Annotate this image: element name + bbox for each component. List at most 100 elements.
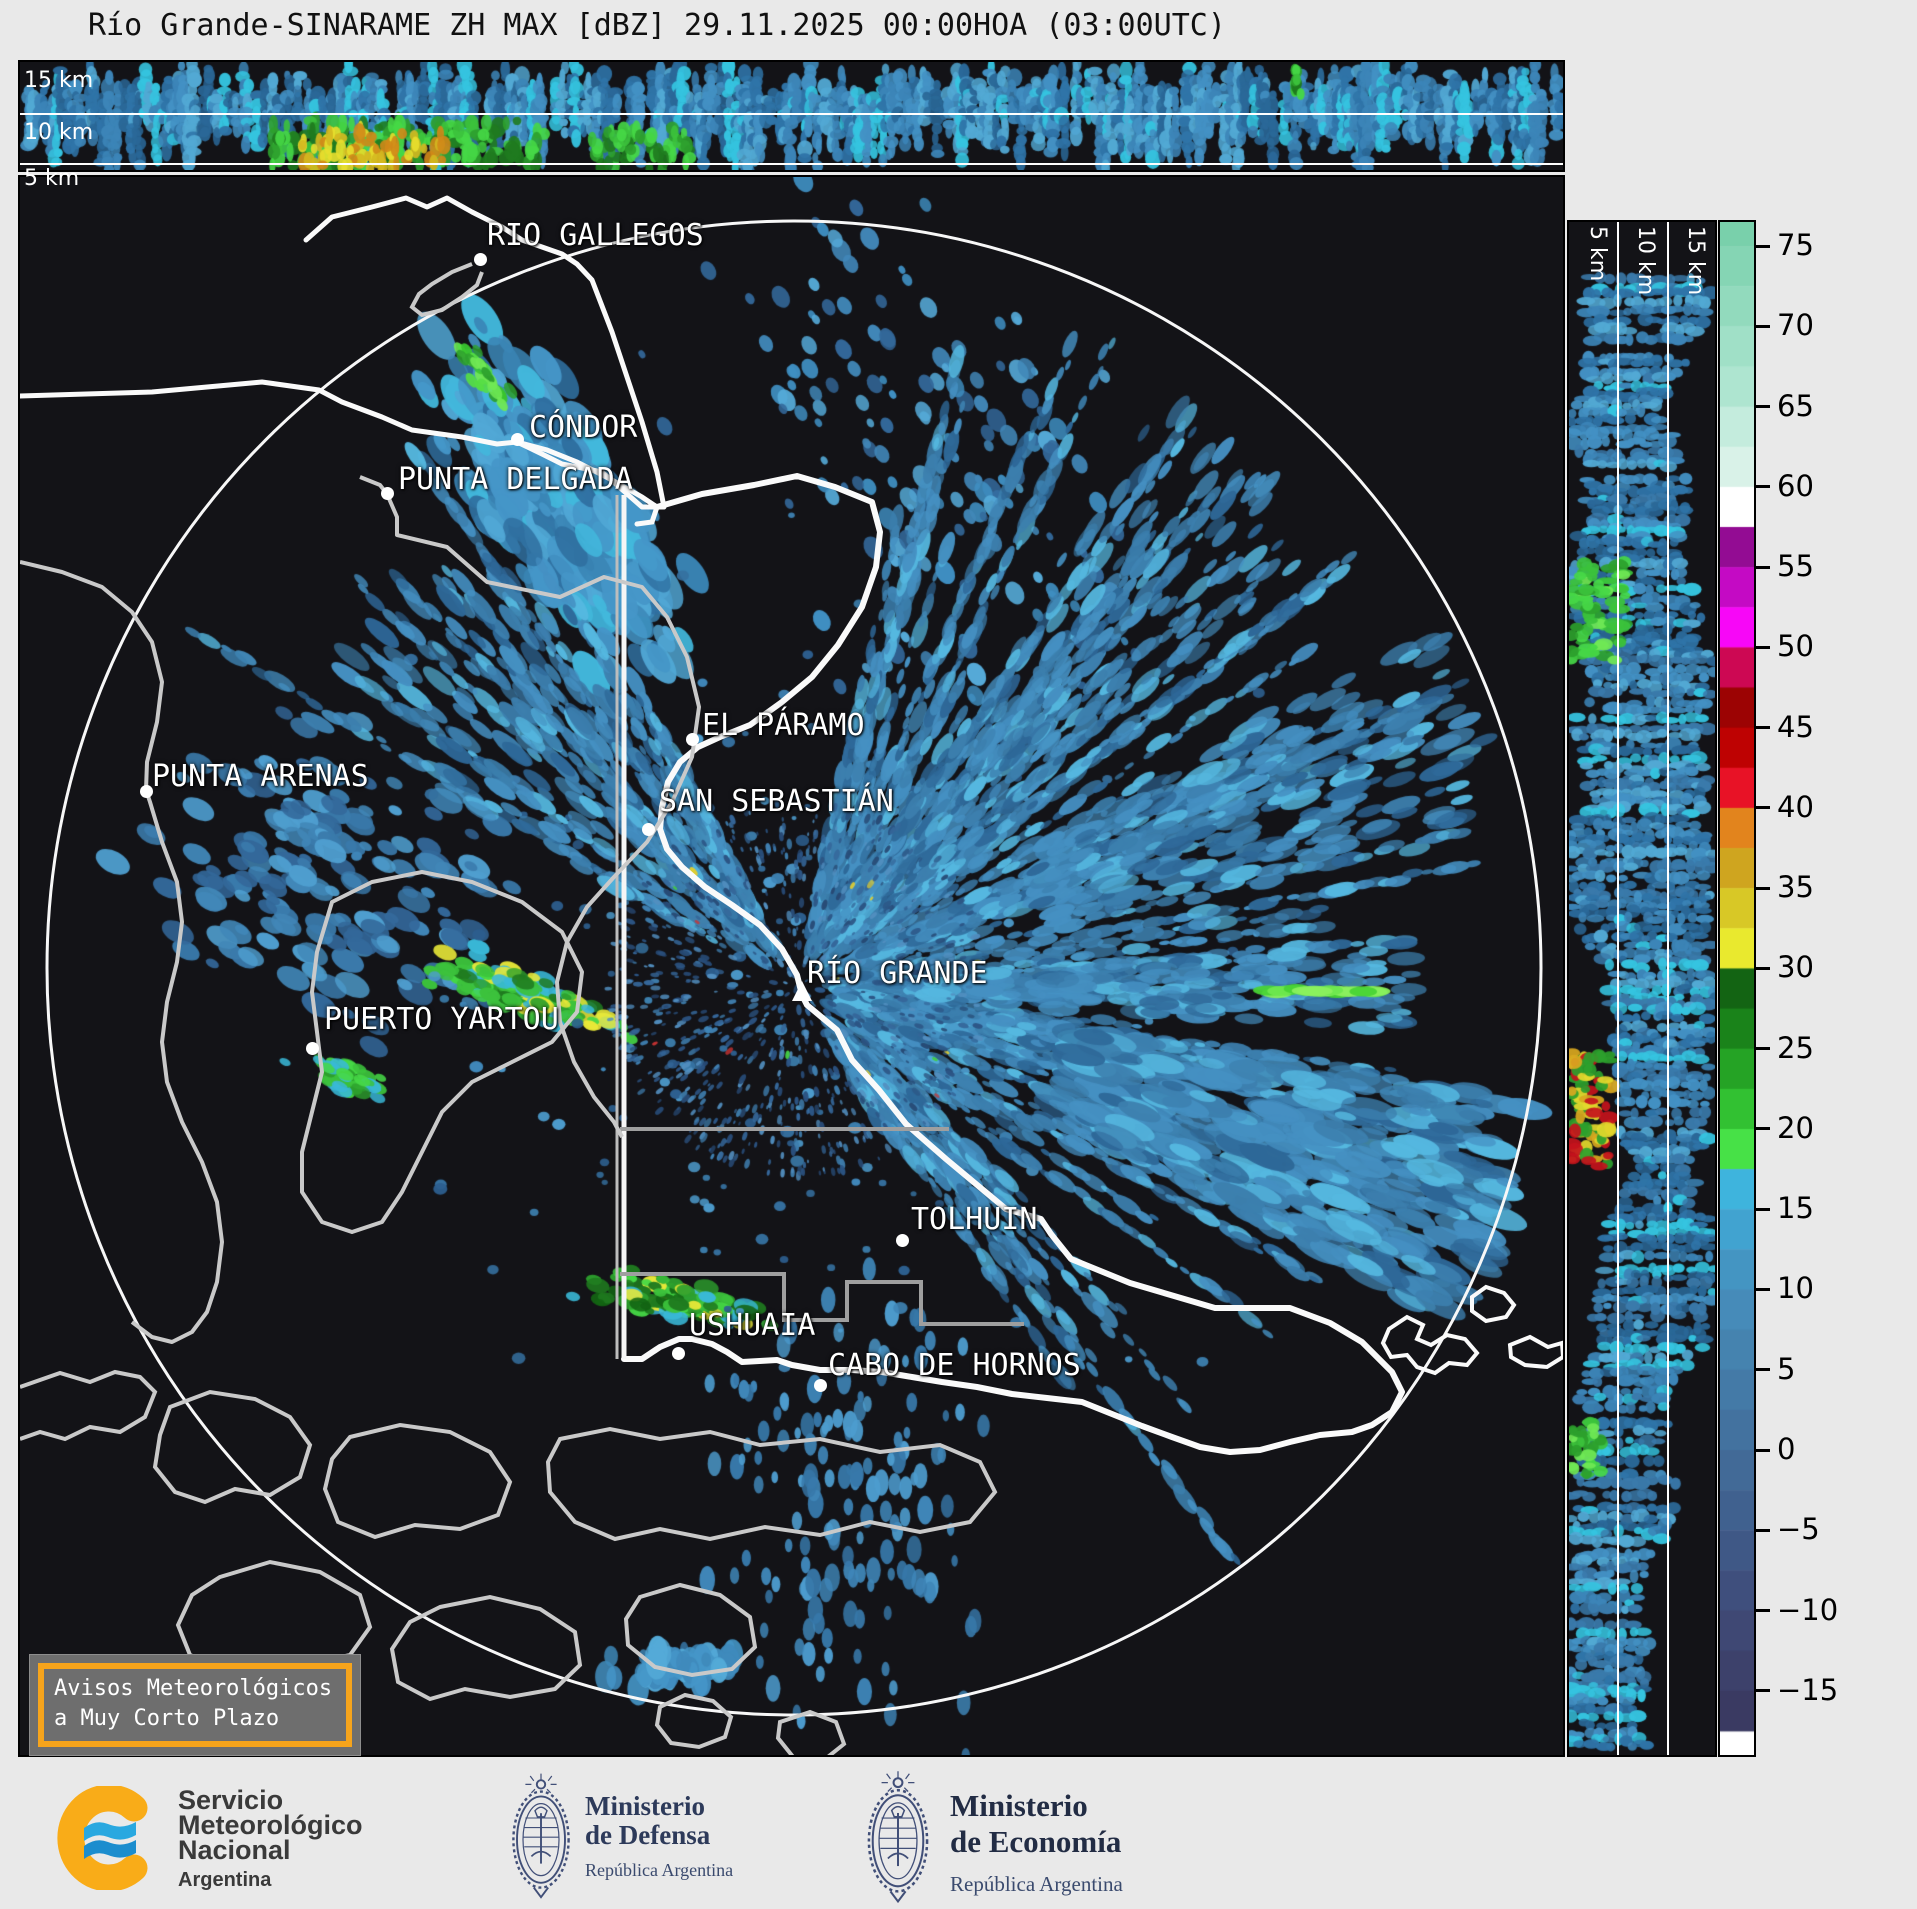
colorbar-tick-label: 70 [1777, 308, 1814, 343]
city-dot [672, 1347, 685, 1360]
alert-line-1: Avisos Meteorológicos [54, 1676, 333, 1701]
economia-line-3: República Argentina [950, 1872, 1123, 1896]
alert-line-2: a Muy Corto Plazo [54, 1706, 280, 1731]
axis-label-10km: 10 km [24, 120, 94, 145]
coastline-islet-2 [654, 1692, 734, 1750]
range-ring [45, 219, 1543, 1717]
smn-line-1: Servicio [178, 1785, 284, 1815]
alert-box-inner: Avisos Meteorológicos a Muy Corto Plazo [38, 1663, 352, 1747]
colorbar-tick [1756, 806, 1770, 810]
colorbar-tick [1756, 886, 1770, 890]
coastline-gray-estuary [409, 262, 484, 318]
defensa-text: Ministerio de Defensa República Argentin… [585, 1792, 733, 1885]
defensa-coat-of-arms [505, 1772, 577, 1904]
colorbar-tick-label: −10 [1777, 1592, 1839, 1627]
colorbar-tick-label: 30 [1777, 950, 1814, 985]
coastline-islet-3 [775, 1709, 847, 1755]
top-cross-section-panel: 15 km 10 km 5 km [18, 60, 1565, 191]
coastline-navarino [545, 1426, 998, 1542]
city-dot [896, 1234, 909, 1247]
colorbar-tick [1756, 1609, 1770, 1613]
coastline-hoste-1 [175, 1559, 373, 1672]
gridline-5km [20, 163, 1563, 165]
axis-label-15km: 15 km [24, 68, 94, 93]
gridline-10km [20, 113, 1563, 115]
coastline-brunswick [20, 560, 224, 1344]
smn-line-3: Nacional [178, 1835, 291, 1865]
colorbar-tick [1756, 485, 1770, 489]
city-dot [306, 1042, 319, 1055]
colorbar-tick-label: −15 [1777, 1672, 1839, 1707]
colorbar-tick-label: 40 [1777, 789, 1814, 824]
city-dot [511, 433, 524, 446]
colorbar-tick [1756, 1368, 1770, 1372]
colorbar-tick [1756, 1287, 1770, 1291]
axis-label-5km: 5 km [24, 166, 80, 191]
smn-line-4: Argentina [178, 1869, 272, 1891]
admin-border-staircase [620, 1272, 1024, 1326]
island-outline [1380, 1314, 1480, 1376]
smn-logo-text: Servicio Meteorológico Nacional Argentin… [178, 1785, 363, 1893]
city-dot [381, 487, 394, 500]
city-label: EL PÁRAMO [702, 708, 865, 743]
colorbar-tick-label: −5 [1777, 1512, 1820, 1547]
colorbar-tick-label: 60 [1777, 468, 1814, 503]
radar-site-marker [792, 981, 812, 1001]
economia-text: Ministerio de Economía República Argenti… [950, 1788, 1123, 1902]
colorbar-tick [1756, 1207, 1770, 1211]
main-radar-map-panel: RIO GALLEGOS CÓNDOR PUNTA DELGADA PUNTA ARE… [18, 175, 1565, 1757]
city-dot [140, 785, 153, 798]
map-overlay [20, 195, 1563, 1755]
colorbar-tick-label: 45 [1777, 709, 1814, 744]
colorbar-tick [1756, 966, 1770, 970]
smn-line-2: Meteorológico [178, 1810, 363, 1840]
axis-label-5km-vert: 5 km [1585, 226, 1610, 282]
coastline-tierra-del-fuego [621, 473, 1405, 1455]
colorbar-tick [1756, 726, 1770, 730]
colorbar-tick-label: 25 [1777, 1030, 1814, 1065]
city-label: SAN SEBASTIÁN [659, 784, 894, 819]
colorbar-tick-label: 35 [1777, 870, 1814, 905]
smn-logo[interactable] [56, 1784, 156, 1894]
colorbar-tick [1756, 1127, 1770, 1131]
coastline-rio-gallegos-strait [20, 195, 667, 510]
colorbar-tick [1756, 1689, 1770, 1693]
colorbar-tick [1756, 1528, 1770, 1532]
coastline-gray-south-1 [20, 1369, 158, 1442]
colorbar-tick [1756, 324, 1770, 328]
defensa-line-1: Ministerio [585, 1791, 705, 1821]
page-title: Río Grande-SINARAME ZH MAX [dBZ] 29.11.2… [88, 8, 1226, 43]
colorbar-tick [1756, 405, 1770, 409]
colorbar-tick-label: 65 [1777, 388, 1814, 423]
right-cross-section-panel: 5 km 10 km 15 km [1567, 220, 1717, 1757]
right-cross-section-canvas [1569, 222, 1715, 1755]
city-label: CÓNDOR [529, 410, 638, 445]
colorbar-tick [1756, 244, 1770, 248]
city-label: TOLHUIN [911, 1202, 1038, 1237]
gridline-5km-vert [1617, 222, 1619, 1755]
coastline-gray-south-2 [152, 1389, 313, 1505]
colorbar-tick-label: 5 [1777, 1351, 1796, 1386]
economia-coat-of-arms [856, 1770, 940, 1908]
colorbar-tick [1756, 1448, 1770, 1452]
coastline-bahia-inutil [359, 475, 701, 1138]
coastline-dawson [300, 870, 584, 1234]
colorbar-tick-label: 0 [1777, 1432, 1796, 1466]
city-label: USHUAIA [689, 1308, 816, 1343]
coastline-narrows [514, 439, 660, 527]
colorbar-tick-label: 75 [1777, 228, 1814, 263]
island-outline [1470, 1284, 1517, 1324]
coat-of-arms-icon [512, 1773, 570, 1899]
economia-line-2: de Economía [950, 1824, 1122, 1859]
coastline-gray-south-3 [322, 1422, 513, 1540]
alert-box[interactable]: Avisos Meteorológicos a Muy Corto Plazo [29, 1654, 361, 1756]
colorbar-tick-label: 50 [1777, 629, 1814, 664]
city-dot [686, 733, 699, 746]
defensa-line-2: de Defensa [585, 1820, 711, 1850]
reflectivity-colorbar [1718, 220, 1756, 1757]
axis-label-15km-vert: 15 km [1683, 226, 1708, 296]
colorbar-tick [1756, 1047, 1770, 1051]
city-label: RIO GALLEGOS [487, 218, 704, 253]
colorbar-canvas [1720, 222, 1754, 1755]
island-outline [1507, 1334, 1563, 1370]
